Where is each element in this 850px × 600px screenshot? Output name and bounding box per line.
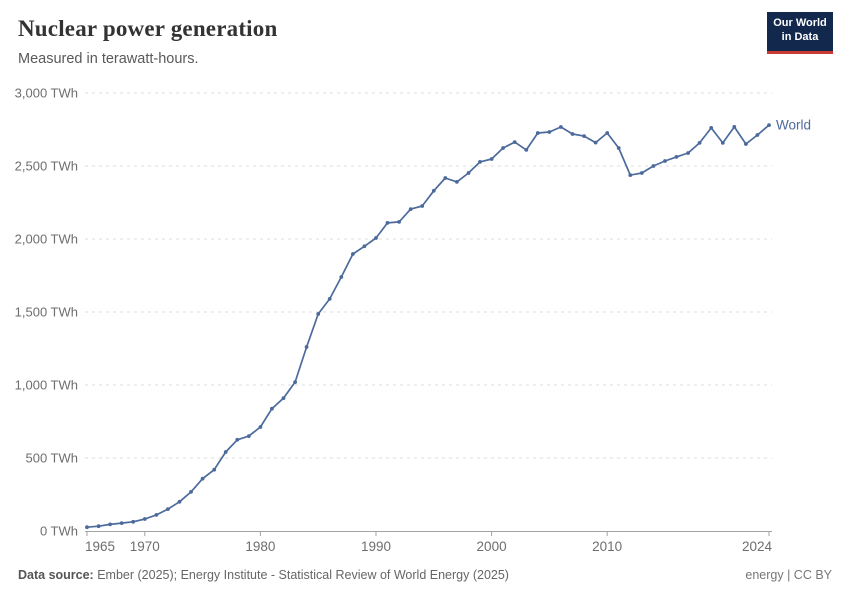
- data-point-marker[interactable]: [246, 434, 251, 438]
- data-point-marker[interactable]: [582, 134, 586, 139]
- data-point-marker[interactable]: [281, 396, 286, 400]
- data-point-marker[interactable]: [189, 490, 193, 494]
- license-link[interactable]: energy | CC BY: [745, 568, 832, 582]
- data-point-marker[interactable]: [443, 176, 448, 180]
- data-point-marker[interactable]: [697, 141, 702, 145]
- y-axis-label: 1,000 TWh: [15, 378, 78, 393]
- y-axis-label: 0 TWh: [40, 524, 78, 539]
- x-axis-label: 2024: [742, 539, 773, 554]
- data-point-marker[interactable]: [119, 521, 124, 525]
- data-point-marker[interactable]: [651, 164, 656, 168]
- data-point-marker[interactable]: [512, 140, 517, 145]
- owid-logo-line2: in Data: [781, 31, 819, 43]
- data-point-marker[interactable]: [166, 507, 170, 511]
- data-point-marker[interactable]: [362, 244, 367, 249]
- series-end-label: World: [776, 118, 811, 133]
- data-point-marker[interactable]: [639, 171, 644, 175]
- data-point-marker[interactable]: [478, 160, 482, 164]
- data-point-marker[interactable]: [605, 131, 610, 135]
- data-point-marker[interactable]: [755, 133, 760, 137]
- data-point-marker[interactable]: [559, 125, 563, 129]
- data-point-marker[interactable]: [327, 297, 332, 301]
- data-point-marker[interactable]: [524, 148, 529, 152]
- data-point-marker[interactable]: [235, 437, 240, 442]
- y-axis-label: 1,500 TWh: [15, 305, 78, 320]
- data-point-marker[interactable]: [570, 132, 575, 136]
- data-point-marker[interactable]: [420, 204, 425, 208]
- data-source-note: Data source: Ember (2025); Energy Instit…: [18, 568, 509, 582]
- chart-footer: Data source: Ember (2025); Energy Instit…: [18, 568, 832, 582]
- data-point-marker[interactable]: [431, 188, 436, 193]
- data-point-marker[interactable]: [142, 517, 147, 521]
- x-axis-label: 2000: [477, 539, 507, 554]
- x-axis-label: 2010: [592, 539, 622, 554]
- data-point-marker[interactable]: [374, 236, 378, 240]
- data-point-marker[interactable]: [466, 171, 471, 175]
- data-point-marker[interactable]: [501, 146, 505, 150]
- x-axis-label: 1965: [85, 539, 115, 554]
- data-point-marker[interactable]: [212, 467, 217, 472]
- y-axis-label: 3,000 TWh: [15, 86, 78, 101]
- data-point-marker[interactable]: [663, 159, 667, 163]
- x-axis-label: 1990: [361, 539, 391, 554]
- data-point-marker[interactable]: [177, 499, 182, 504]
- data-point-marker[interactable]: [154, 513, 159, 517]
- data-point-marker[interactable]: [732, 125, 737, 129]
- data-point-marker[interactable]: [85, 525, 89, 530]
- data-point-marker[interactable]: [200, 476, 205, 481]
- data-point-marker[interactable]: [686, 151, 690, 155]
- page-title: Nuclear power generation: [18, 16, 278, 41]
- data-point-marker[interactable]: [351, 252, 355, 256]
- data-point-marker[interactable]: [535, 131, 540, 135]
- x-axis-label: 1970: [130, 539, 160, 554]
- data-point-marker[interactable]: [593, 140, 598, 145]
- data-point-marker[interactable]: [258, 425, 263, 429]
- data-point-marker[interactable]: [720, 141, 725, 145]
- data-point-marker[interactable]: [131, 519, 136, 524]
- data-point-marker[interactable]: [270, 406, 274, 411]
- data-point-marker[interactable]: [489, 157, 494, 161]
- data-source-label: Data source:: [18, 568, 94, 582]
- y-axis-label: 2,000 TWh: [15, 232, 78, 247]
- series-line-world[interactable]: [86, 124, 770, 529]
- data-point-marker[interactable]: [674, 155, 679, 159]
- data-point-marker[interactable]: [108, 522, 112, 527]
- data-point-marker[interactable]: [96, 524, 101, 529]
- data-point-marker[interactable]: [767, 123, 771, 127]
- owid-logo[interactable]: Our World in Data: [767, 12, 833, 54]
- data-point-marker[interactable]: [316, 312, 321, 316]
- data-point-marker[interactable]: [304, 345, 309, 349]
- data-point-marker[interactable]: [397, 220, 401, 224]
- data-point-marker[interactable]: [744, 142, 748, 146]
- chart-subtitle: Measured in terawatt-hours.: [18, 51, 199, 67]
- data-point-marker[interactable]: [408, 207, 413, 212]
- data-point-marker[interactable]: [293, 380, 297, 384]
- data-point-marker[interactable]: [616, 146, 621, 150]
- data-point-marker[interactable]: [455, 180, 459, 184]
- data-point-marker[interactable]: [385, 221, 390, 225]
- data-point-marker[interactable]: [223, 450, 228, 454]
- x-axis-label: 1980: [245, 539, 275, 554]
- data-source-text: Ember (2025); Energy Institute - Statist…: [93, 568, 509, 582]
- owid-logo-line1: Our World: [773, 17, 827, 29]
- data-point-marker[interactable]: [547, 130, 552, 134]
- y-axis-label: 2,500 TWh: [15, 159, 78, 174]
- y-axis-label: 500 TWh: [25, 451, 78, 466]
- data-point-marker[interactable]: [709, 126, 714, 130]
- data-point-marker[interactable]: [628, 173, 633, 178]
- data-point-marker[interactable]: [339, 275, 344, 279]
